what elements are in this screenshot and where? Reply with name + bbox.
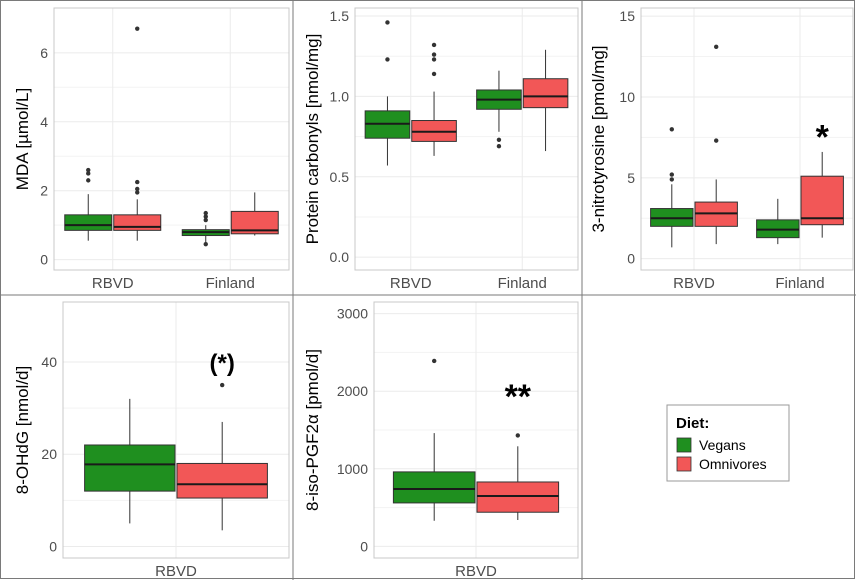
x-category-label: Finland xyxy=(498,275,547,292)
outlier-point xyxy=(86,178,91,183)
significance-annotation: (*) xyxy=(210,350,235,377)
y-tick-label: 10 xyxy=(619,89,635,105)
x-category-label: RBVD xyxy=(455,563,497,580)
outlier-point xyxy=(203,214,208,219)
outlier-point xyxy=(385,57,390,62)
x-category-label: Finland xyxy=(206,275,255,292)
outlier-point xyxy=(496,144,502,149)
outlier-point xyxy=(385,20,390,25)
outlier-point xyxy=(203,241,208,247)
panel-border xyxy=(640,7,854,271)
y-axis-title: Protein carbonyls [nmol/mg] xyxy=(303,34,322,245)
outlier-point xyxy=(431,71,437,77)
box-vegans xyxy=(64,214,113,231)
outlier-point xyxy=(669,177,674,182)
box-omnivores xyxy=(476,481,560,513)
outlier-point xyxy=(432,358,437,364)
outlier-point xyxy=(135,190,140,195)
y-tick-label: 0 xyxy=(49,538,57,554)
x-category-label: RBVD xyxy=(155,563,197,580)
y-tick-label: 0.5 xyxy=(330,169,350,185)
y-tick-label: 1000 xyxy=(337,461,368,477)
outlier-point xyxy=(135,179,140,185)
panel-border xyxy=(53,7,290,271)
outlier-point xyxy=(431,57,437,62)
box-omnivores xyxy=(230,210,279,235)
outlier-point xyxy=(135,26,140,31)
y-tick-label: 2000 xyxy=(337,383,368,399)
box-omnivores xyxy=(176,462,268,499)
y-tick-label: 0 xyxy=(627,251,635,267)
outlier-point xyxy=(431,52,437,57)
box-vegans xyxy=(392,471,476,504)
outlier-point xyxy=(86,171,91,176)
y-tick-label: 15 xyxy=(619,8,635,24)
panel-background xyxy=(355,8,578,270)
y-tick-label: 3000 xyxy=(337,306,368,322)
y-axis-title: 8-OHdG [nmol/d] xyxy=(13,366,32,495)
legend-title: Diet: xyxy=(676,415,709,432)
outlier-point xyxy=(86,167,91,173)
box-omnivores xyxy=(800,175,844,226)
panel-border xyxy=(373,301,579,559)
legend-label-vegans: Vegans xyxy=(699,437,746,453)
box-omnivores xyxy=(522,78,569,109)
y-axis-title: 8-iso-PGF2α [pmol/d] xyxy=(303,349,322,511)
outlier-point xyxy=(714,44,719,50)
x-category-label: RBVD xyxy=(390,275,432,292)
legend-swatch-vegans xyxy=(676,437,692,453)
y-axis-title: 3-nitrotyrosine [pmol/mg] xyxy=(589,45,608,232)
x-category-label: RBVD xyxy=(92,275,134,292)
panel-border xyxy=(354,7,579,271)
outlier-point xyxy=(714,138,719,143)
x-category-label: Finland xyxy=(775,275,824,292)
significance-annotation: * xyxy=(816,119,830,157)
legend: Diet: Vegans Omnivores xyxy=(666,404,790,482)
y-tick-label: 1.5 xyxy=(330,8,350,24)
y-axis-title: MDA [µmol/L] xyxy=(13,88,32,190)
significance-annotation: ** xyxy=(505,378,532,416)
outlier-point xyxy=(203,210,208,216)
outlier-point xyxy=(431,42,437,48)
y-tick-label: 40 xyxy=(41,354,57,370)
y-tick-label: 5 xyxy=(627,170,635,186)
y-tick-label: 6 xyxy=(40,45,48,61)
y-tick-label: 4 xyxy=(40,114,48,130)
outlier-point xyxy=(203,217,208,223)
box-vegans xyxy=(84,444,176,492)
y-tick-label: 2 xyxy=(40,183,48,199)
panel-border xyxy=(62,301,290,559)
y-tick-label: 0.0 xyxy=(330,249,350,265)
outlier-point xyxy=(135,186,140,192)
outlier-point xyxy=(669,172,674,177)
y-tick-label: 20 xyxy=(41,446,57,462)
outlier-point xyxy=(669,127,674,132)
outlier-point xyxy=(515,433,520,438)
legend-swatch-omnivores xyxy=(676,456,692,472)
box-omnivores xyxy=(113,214,162,231)
outlier-point xyxy=(496,137,502,143)
y-tick-label: 0 xyxy=(360,538,368,554)
outlier-point xyxy=(220,382,225,388)
y-tick-label: 0 xyxy=(40,252,48,268)
x-category-label: RBVD xyxy=(673,275,715,292)
plots-layer: 0 2 4 6 RBVD Finland MDA [µmol/L] 0.0 0.5 1.0 1.5 R… xyxy=(13,7,854,580)
legend-label-omnivores: Omnivores xyxy=(699,456,767,472)
y-tick-label: 1.0 xyxy=(330,88,350,104)
